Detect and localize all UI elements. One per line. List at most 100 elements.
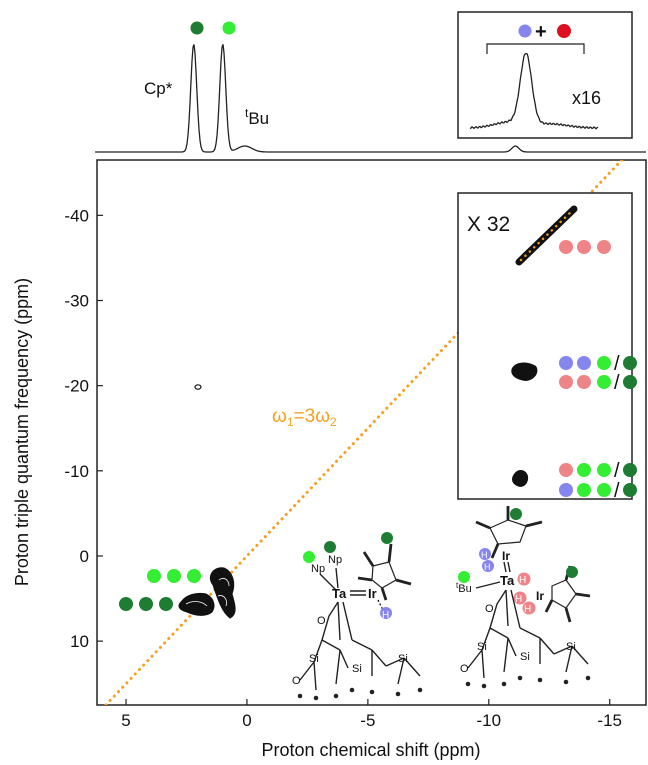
structure-left: Np Np Ta Ir H O Si Si Si O	[292, 532, 423, 701]
x-tick-label: 0	[242, 711, 251, 730]
si-label: Si	[520, 651, 530, 663]
tbu-dot	[458, 571, 470, 583]
projection-inset: + x16	[457, 11, 633, 139]
cp-methyl-dot	[566, 566, 578, 578]
dot-blue	[559, 356, 573, 370]
ta-label: Ta	[332, 586, 347, 601]
x-tick-label: -5	[360, 711, 375, 730]
dot-pink	[559, 240, 573, 254]
ir-label: Ir	[368, 586, 377, 601]
ir-label: Ir	[536, 589, 544, 603]
inset-red-dot	[557, 24, 571, 38]
dot-pink	[597, 240, 611, 254]
dot-dark-green	[119, 597, 133, 611]
dot-dark-green	[623, 463, 637, 477]
y-tick-label: 0	[80, 547, 89, 566]
h-label: H	[519, 575, 526, 586]
hydride-blue	[482, 560, 494, 572]
slash: /	[614, 372, 620, 394]
projection-trace	[95, 44, 646, 153]
ir-label: Ir	[502, 549, 510, 563]
diag-w1: ω	[272, 406, 287, 427]
dot-dark-green	[623, 375, 637, 389]
tbu-label: tBu	[456, 581, 472, 595]
np-dot	[303, 551, 315, 563]
dot-blue	[577, 356, 591, 370]
dot-light-green	[597, 463, 611, 477]
hydride-blue	[380, 607, 392, 619]
ta-label: Ta	[500, 573, 515, 588]
dot-light-green	[577, 483, 591, 497]
hydride-label: H	[382, 610, 389, 621]
si-label: Si	[352, 663, 362, 675]
inset-plus: +	[535, 21, 547, 43]
hydride-blue	[479, 548, 491, 560]
x32-peak-mid	[511, 362, 538, 381]
x-tick-label: 5	[121, 711, 130, 730]
inset-blue-dot	[518, 24, 532, 38]
cp-methyl-dot	[510, 508, 522, 520]
dot-pink	[559, 463, 573, 477]
dot-light-green	[167, 569, 181, 583]
diag-eq: =3ω	[294, 406, 331, 427]
plot-area: 5 0 -5 -10 -15 10 0 -10 -20 -30 -40 ω1=3ω2	[64, 159, 647, 730]
si-label: Si	[566, 641, 576, 653]
x-axis-ticks: 5 0 -5 -10 -15	[121, 699, 622, 730]
peak-cluster-upper	[209, 567, 236, 619]
dot-pink	[577, 240, 591, 254]
h-label: H	[484, 562, 491, 572]
o-label: O	[485, 603, 494, 615]
diag-sub1: 1	[287, 415, 294, 429]
y-axis-label: Proton triple quantum frequency (ppm)	[12, 278, 32, 586]
y-axis-ticks: 10 0 -10 -20 -30 -40	[64, 206, 103, 651]
dot-light-green	[577, 463, 591, 477]
dot-blue	[559, 483, 573, 497]
tbu-dot	[222, 21, 236, 35]
tbu-main: Bu	[248, 109, 269, 128]
cp-star-label: Cp*	[144, 79, 173, 98]
bu-main: Bu	[458, 583, 471, 595]
np-dot	[324, 541, 336, 553]
si-label: Si	[309, 653, 319, 665]
np-label: Np	[328, 554, 342, 566]
x32-inset: X 32 / / / /	[457, 192, 637, 502]
si-label: Si	[477, 641, 487, 653]
dot-dark-green	[623, 483, 637, 497]
si-label: Si	[398, 653, 408, 665]
y-tick-label: -10	[64, 462, 89, 481]
o-label: O	[460, 663, 469, 675]
tbu-label: tBu	[245, 106, 269, 128]
hydride-pink	[522, 601, 536, 615]
inset-bracket	[486, 43, 585, 54]
peak-cluster-lower	[178, 592, 215, 616]
cp-star-dot	[190, 21, 204, 35]
x32-label: X 32	[467, 213, 510, 236]
x32-diagonal-overlay	[519, 209, 574, 262]
o-label: O	[292, 675, 301, 687]
hydride-pink	[513, 591, 527, 605]
x-axis-label: Proton chemical shift (ppm)	[261, 740, 480, 760]
dot-light-green	[597, 375, 611, 389]
o-label: O	[317, 615, 326, 627]
h-label: H	[481, 550, 488, 560]
dot-pink	[559, 375, 573, 389]
inset-trace	[469, 52, 599, 130]
y-tick-label: -20	[64, 377, 89, 396]
dot-light-green	[147, 569, 161, 583]
dot-light-green	[187, 569, 201, 583]
inset-frame	[457, 11, 633, 139]
dot-dark-green	[139, 597, 153, 611]
t-prefix: t	[456, 581, 459, 590]
tbu-prefix: t	[245, 106, 249, 120]
y-tick-label: 10	[70, 632, 89, 651]
dot-pink	[577, 375, 591, 389]
dot-light-green	[597, 483, 611, 497]
lower-left-assignments	[119, 569, 201, 611]
plot-frame	[96, 159, 647, 706]
y-tick-label: -40	[64, 206, 89, 225]
structure-right: Ir H H Ta H H H Ir tBu O Si Si Si O	[456, 506, 591, 689]
slash: /	[614, 460, 620, 482]
projection-spectrum: Cp* tBu	[95, 21, 646, 153]
y-tick-label: -30	[64, 292, 89, 311]
